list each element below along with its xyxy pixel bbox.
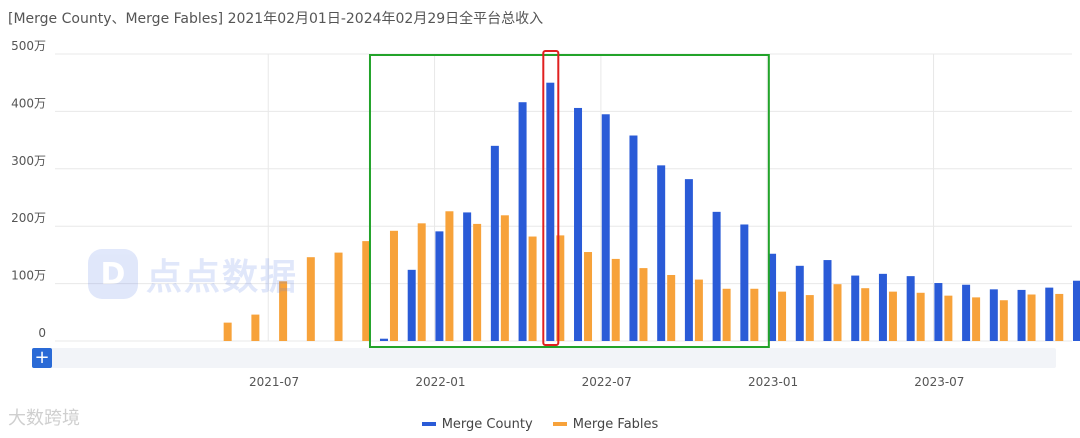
bar-merge-fables [500,215,509,341]
bar-merge-fables [805,295,814,341]
bar-merge-county [962,284,971,341]
bar-merge-fables [445,211,454,341]
chart-legend: Merge County Merge Fables [0,414,1080,434]
bar-merge-county [684,179,693,341]
bar-merge-county [989,289,998,341]
legend-item-merge-fables[interactable]: Merge Fables [552,414,659,434]
y-tick-label: 400万 [11,96,46,110]
bar-merge-county [795,265,804,341]
bar-merge-fables [639,268,648,341]
bar-merge-county [906,276,915,341]
bar-merge-fables [279,281,288,341]
y-tick-label: 500万 [11,39,46,53]
bar-merge-fables [944,295,953,341]
bar-merge-fables [389,230,398,341]
bar-merge-fables [611,258,620,341]
y-tick-label: 0 [38,326,46,340]
highlight-month-box [542,50,560,346]
zoom-expand-button[interactable]: + [32,348,52,368]
bar-merge-county [712,211,721,341]
bar-merge-fables [362,241,371,341]
bar-merge-county [574,107,583,342]
legend-label: Merge County [441,416,533,432]
bar-merge-fables [473,223,482,341]
y-tick-label: 200万 [11,211,46,225]
bar-merge-county [1017,289,1026,341]
x-tick-label: 2022-07 [582,375,632,389]
legend-item-merge-county[interactable]: Merge County [421,414,533,434]
bar-merge-fables [667,274,676,341]
chart-title: [Merge County、Merge Fables] 2021年02月01日-… [8,11,544,27]
legend-label: Merge Fables [572,416,659,432]
zoom-slider-track[interactable] [32,348,1056,368]
bar-merge-fables [334,252,343,341]
bar-merge-fables [1027,294,1036,341]
bar-merge-county [823,260,832,341]
bar-merge-county [1045,287,1054,341]
bar-merge-county [878,273,887,341]
bar-merge-county [1072,280,1080,341]
bar-merge-county [851,275,860,341]
bar-merge-fables [972,297,981,341]
bar-merge-fables [888,291,897,341]
bar-merge-fables [251,314,260,341]
bar-merge-county [934,283,943,341]
bar-merge-county [768,253,777,341]
x-tick-label: 2023-07 [914,375,964,389]
bar-merge-county [629,135,638,341]
y-tick-label: 100万 [11,269,46,283]
bar-merge-fables [999,300,1008,341]
highlight-range-box [368,54,770,348]
bar-merge-fables [556,235,565,341]
x-tick-label: 2022-01 [415,375,465,389]
bar-merge-county [463,212,472,341]
bar-merge-county [407,269,416,341]
y-tick-label: 300万 [11,154,46,168]
bar-merge-fables [528,236,537,341]
legend-swatch-merge-county [421,422,436,426]
bar-chart: 0 100万 200万 300万 400万 500万 2021-07 2022-01 2022-… [11,39,1080,389]
bar-merge-county [379,338,388,341]
bar-merge-county [601,114,610,342]
bar-merge-county [490,145,499,341]
bar-merge-fables [584,252,593,341]
bar-merge-county [518,102,527,341]
bar-merge-fables [750,288,759,341]
bar-merge-fables [722,288,731,341]
bar-merge-county [657,165,666,341]
bar-merge-county [546,82,555,341]
bar-merge-fables [417,223,426,341]
x-tick-label: 2021-07 [249,375,299,389]
bar-merge-county [740,224,749,341]
x-tick-label: 2023-01 [748,375,798,389]
bar-merge-fables [778,291,787,341]
bar-merge-fables [1055,293,1064,341]
bar-merge-fables [833,284,842,341]
bar-merge-fables [223,322,232,341]
bar-merge-county [435,231,444,341]
bar-merge-fables [861,288,870,341]
legend-swatch-merge-fables [552,422,567,426]
bar-merge-fables [916,292,925,341]
bar-merge-fables [694,279,703,341]
bar-merge-fables [306,257,315,341]
